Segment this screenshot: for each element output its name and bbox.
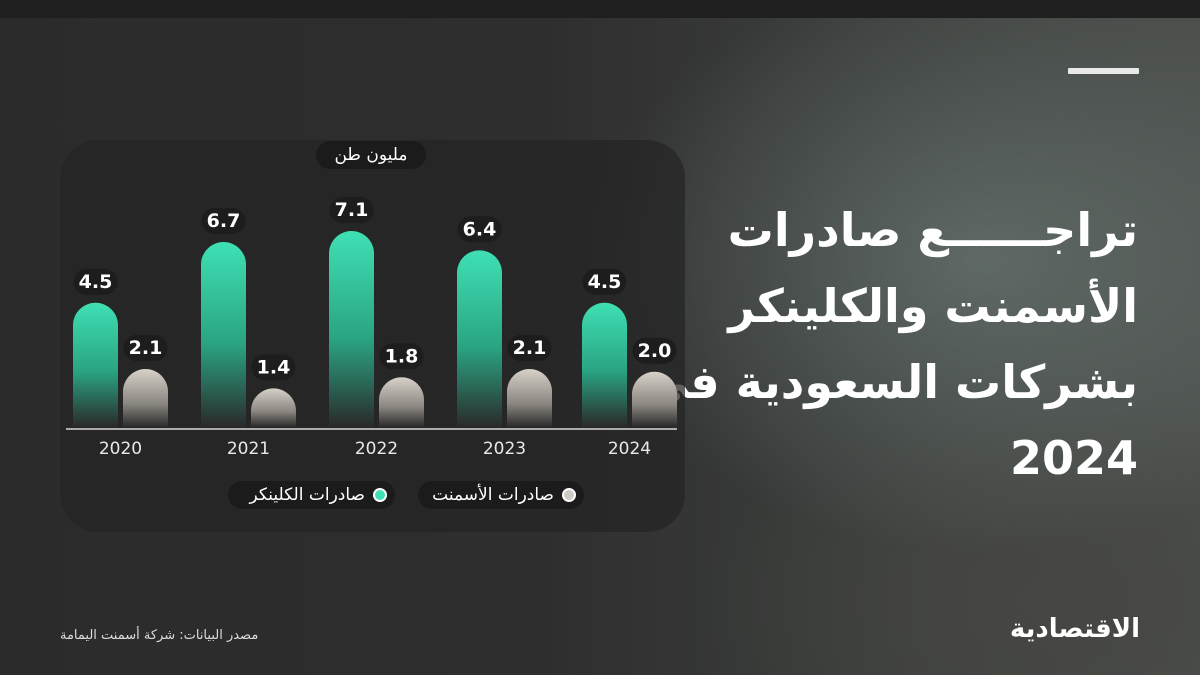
- top-bar: [0, 0, 1200, 18]
- x-tick-2023: 2023: [483, 439, 526, 459]
- value-label-clinker-2021: 6.7: [207, 210, 241, 232]
- unit-label: مليون طن: [316, 141, 426, 169]
- title-accent-line: [1068, 68, 1139, 74]
- value-pill-clinker-2022: [329, 197, 374, 223]
- value-pill-cement-2020: [123, 335, 168, 362]
- bar-cement-2024: [632, 371, 677, 427]
- value-label-clinker-2022: 7.1: [335, 199, 369, 221]
- value-pill-clinker-2024: [582, 268, 627, 295]
- brand-logo: الاقتصادية: [1009, 614, 1140, 644]
- x-tick-2022: 2022: [355, 439, 398, 459]
- value-label-clinker-2023: 6.4: [463, 218, 497, 240]
- value-label-clinker-2024: 4.5: [588, 271, 622, 293]
- value-pill-cement-2021: [251, 354, 296, 381]
- value-label-cement-2020: 2.1: [129, 337, 163, 359]
- legend-label-cement: صادرات الأسمنت: [432, 485, 554, 505]
- legend-item-cement: صادرات الأسمنت: [418, 481, 584, 509]
- source-note: مصدر البيانات: شركة أسمنت اليمامة: [60, 628, 259, 643]
- bar-clinker-2024: [582, 302, 627, 427]
- value-pill-clinker-2020: [73, 268, 118, 295]
- value-pill-cement-2023: [507, 335, 552, 362]
- bar-cement-2022: [379, 377, 424, 427]
- legend-dot-cement: [562, 488, 576, 502]
- value-pill-cement-2024: [632, 337, 677, 364]
- value-label-clinker-2020: 4.5: [79, 271, 113, 293]
- x-tick-2024: 2024: [608, 439, 651, 459]
- bar-clinker-2021: [201, 242, 246, 427]
- legend-item-clinker: صادرات الكلينكر: [228, 481, 395, 509]
- bar-cement-2023: [507, 369, 552, 427]
- bar-clinker-2023: [457, 250, 502, 427]
- value-label-cement-2023: 2.1: [513, 337, 547, 359]
- value-label-cement-2022: 1.8: [385, 345, 419, 367]
- x-tick-2021: 2021: [227, 439, 270, 459]
- page-title: تراجــــــع صادرات الأسمنت والكلينكر بشر…: [642, 203, 1138, 485]
- value-pill-clinker-2023: [457, 216, 502, 243]
- value-label-cement-2024: 2.0: [638, 340, 672, 362]
- bar-cement-2021: [251, 388, 296, 427]
- legend-label-clinker: صادرات الكلينكر: [249, 485, 365, 505]
- legend-dot-clinker: [373, 488, 387, 502]
- value-pill-cement-2022: [379, 343, 424, 370]
- bar-clinker-2020: [73, 302, 118, 427]
- bar-clinker-2022: [329, 231, 374, 427]
- x-tick-2020: 2020: [99, 439, 142, 459]
- value-pill-clinker-2021: [201, 208, 246, 235]
- bar-cement-2020: [123, 369, 168, 427]
- value-label-cement-2021: 1.4: [257, 356, 291, 378]
